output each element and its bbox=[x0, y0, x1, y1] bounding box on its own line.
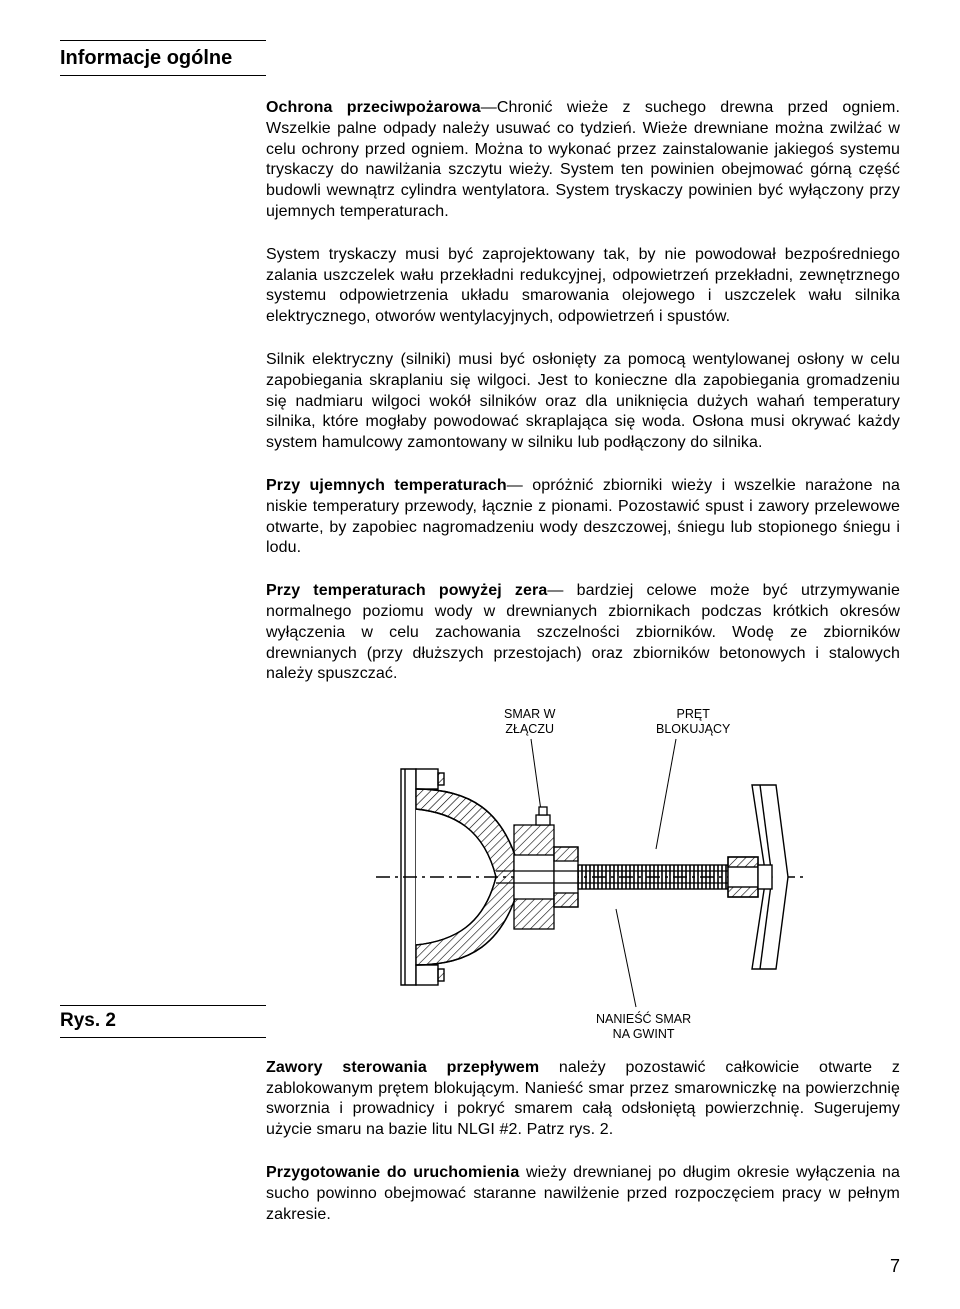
run-in-heading: Przy ujemnych temperaturach bbox=[266, 477, 507, 494]
paragraph-motor-shield: Silnik elektryczny (silniki) musi być os… bbox=[266, 350, 900, 454]
paragraph-fire-protection: Ochrona przeciwpożarowa—Chronić wieże z … bbox=[266, 98, 900, 223]
page-number: 7 bbox=[60, 1255, 900, 1278]
callout-grease-thread: NANIEŚĆ SMAR NA GWINT bbox=[596, 1012, 691, 1041]
section-title-rule: Informacje ogólne bbox=[60, 40, 266, 76]
section-title: Informacje ogólne bbox=[60, 45, 266, 71]
figure-label: Rys. 2 bbox=[60, 1009, 266, 1034]
paragraph-flow-valves: Zawory sterowania przepływem należy pozo… bbox=[266, 1058, 900, 1141]
callout-grease-joint: SMAR W ZŁĄCZU bbox=[504, 707, 555, 736]
callout-lock-rod: PRĘT BLOKUJĄCY bbox=[656, 707, 730, 736]
run-in-heading: Przygotowanie do uruchomienia bbox=[266, 1164, 519, 1181]
body-content-after-figure: Zawory sterowania przepływem należy pozo… bbox=[266, 1058, 900, 1226]
paragraph-subzero: Przy ujemnych temperaturach— opróżnić zb… bbox=[266, 476, 900, 559]
run-in-heading: Ochrona przeciwpożarowa bbox=[266, 99, 481, 116]
paragraph-startup-prep: Przygotowanie do uruchomienia wieży drew… bbox=[266, 1163, 900, 1225]
body-content: Ochrona przeciwpożarowa—Chronić wieże z … bbox=[266, 98, 900, 1047]
run-in-heading: Zawory sterowania przepływem bbox=[266, 1059, 539, 1076]
figure-valve-diagram: SMAR W ZŁĄCZU PRĘT BLOKUJĄCY NANIEŚĆ SMA… bbox=[336, 707, 856, 1047]
run-in-heading: Przy temperaturach powyżej zera bbox=[266, 582, 547, 599]
paragraph-text: —Chronić wieże z suchego drewna przed og… bbox=[266, 99, 900, 220]
figure-label-rule: Rys. 2 bbox=[60, 1005, 266, 1038]
paragraph-sprinkler-design: System tryskaczy musi być zaprojektowany… bbox=[266, 245, 900, 328]
paragraph-above-zero: Przy temperaturach powyżej zera— bardzie… bbox=[266, 581, 900, 685]
valve-svg-icon bbox=[336, 707, 856, 1037]
